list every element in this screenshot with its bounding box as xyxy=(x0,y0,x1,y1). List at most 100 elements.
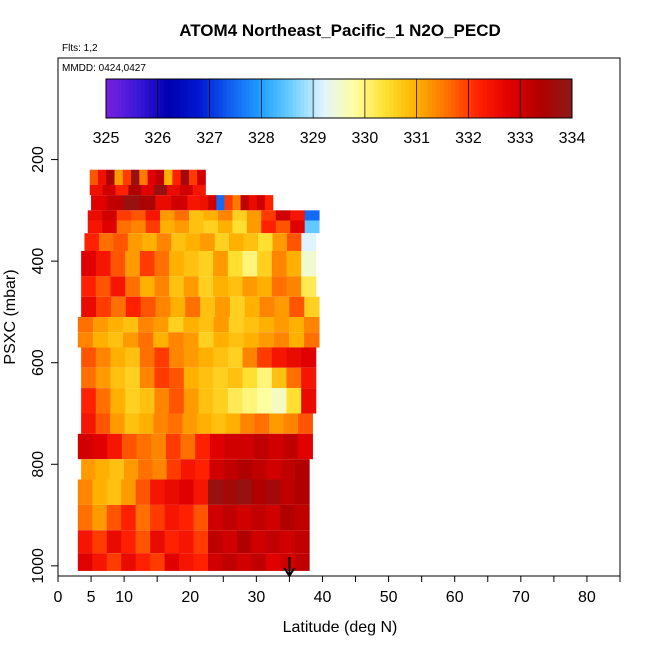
heatmap-cell xyxy=(77,479,93,505)
heatmap-cell xyxy=(167,413,183,434)
colorbar-segment xyxy=(385,79,390,118)
x-tick-label: 20 xyxy=(181,589,199,606)
heatmap-cell xyxy=(290,210,306,221)
x-axis-label: Latitude (deg N) xyxy=(283,619,398,636)
x-tick-label: 80 xyxy=(578,589,596,606)
heatmap-cell xyxy=(224,195,233,211)
colorbar-segment xyxy=(443,79,449,118)
heatmap-cell xyxy=(294,530,310,554)
heatmap-cell xyxy=(232,210,248,221)
colorbar-segment xyxy=(276,79,282,118)
heatmap-cell xyxy=(213,388,229,414)
heatmap-cell xyxy=(168,317,184,333)
heatmap-cell xyxy=(138,413,154,434)
heatmap-cell xyxy=(286,233,302,251)
heatmap-cell xyxy=(145,220,161,234)
heatmap-cells xyxy=(77,169,320,571)
colorbar-segment xyxy=(106,79,111,118)
x-tick-label: 5 xyxy=(87,589,96,606)
heatmap-cell xyxy=(240,413,256,434)
colorbar-tick-label: 325 xyxy=(93,130,120,147)
colorbar-tick-label: 329 xyxy=(300,130,327,147)
heatmap-cell xyxy=(123,195,140,211)
colorbar-segment xyxy=(490,79,495,118)
colorbar-segment xyxy=(358,79,363,118)
colorbar-segment xyxy=(556,79,561,118)
heatmap-cell xyxy=(227,388,243,414)
heatmap-cell xyxy=(232,220,248,234)
colorbar-segment xyxy=(377,79,383,118)
heatmap-cell xyxy=(240,195,250,211)
colorbar-segment xyxy=(513,79,519,118)
heatmap-cell xyxy=(208,530,223,554)
colorbar-segment xyxy=(401,79,406,118)
heatmap-cell xyxy=(228,332,245,348)
heatmap-cell xyxy=(77,332,94,348)
heatmap-cell xyxy=(198,347,214,368)
heatmap-cell xyxy=(123,317,139,333)
heatmap-cell xyxy=(304,210,320,221)
heatmap-cell xyxy=(232,195,241,211)
heatmap-cell xyxy=(258,332,275,348)
heatmap-cell xyxy=(95,347,111,368)
colorbar-segment xyxy=(156,79,161,118)
heatmap-cell xyxy=(122,169,132,185)
heatmap-cell xyxy=(223,459,239,480)
colorbar-segment xyxy=(315,79,321,118)
heatmap-cell xyxy=(121,553,137,571)
heatmap-cell xyxy=(164,504,180,531)
heatmap-cell xyxy=(138,332,154,348)
colorbar-segment xyxy=(463,79,468,118)
colorbar-segment xyxy=(249,79,255,118)
heatmap-cell xyxy=(131,169,140,185)
colorbar-segment xyxy=(152,79,157,118)
heatmap-cell xyxy=(150,504,166,531)
colorbar-segment xyxy=(327,79,332,118)
heatmap-cell xyxy=(253,433,269,460)
heatmap-cell xyxy=(81,276,97,297)
colorbar-segment xyxy=(261,79,266,118)
heatmap-cell xyxy=(127,233,143,251)
heatmap-cell xyxy=(131,210,146,221)
flights-subtitle: Flts: 1,2 xyxy=(62,43,98,54)
heatmap-cell xyxy=(179,479,194,505)
colorbar-segment xyxy=(455,79,460,118)
heatmap-cell xyxy=(294,553,310,571)
heatmap-cell xyxy=(301,388,317,414)
heatmap-cell xyxy=(151,433,167,460)
colorbar-segment xyxy=(253,79,258,118)
colorbar-tick-label: 333 xyxy=(507,130,534,147)
heatmap-cell xyxy=(200,195,209,211)
colorbar-segment xyxy=(265,79,270,118)
heatmap-cell xyxy=(257,347,273,368)
heatmap-cell xyxy=(272,233,288,251)
colorbar-segment xyxy=(436,79,441,118)
heatmap-cell xyxy=(169,388,185,414)
heatmap-cell xyxy=(171,195,188,211)
colorbar-segment xyxy=(311,79,317,118)
heatmap-cell xyxy=(242,250,258,277)
heatmap-cell xyxy=(138,459,153,480)
heatmap-cell xyxy=(203,220,219,234)
colorbar-segment xyxy=(296,79,301,118)
heatmap-cell xyxy=(135,530,151,554)
colorbar-tick-label: 330 xyxy=(352,130,379,147)
heatmap-cell xyxy=(209,433,225,460)
heatmap-cell xyxy=(135,553,151,571)
heatmap-cell xyxy=(198,367,214,389)
heatmap-cell xyxy=(142,233,158,251)
colorbar-segment xyxy=(168,79,173,118)
x-tick-label: 60 xyxy=(446,589,464,606)
heatmap-cell xyxy=(135,504,151,531)
heatmap-cell xyxy=(125,388,141,414)
heatmap-cell xyxy=(114,169,124,185)
colorbar-segment xyxy=(238,79,243,118)
heatmap-cell xyxy=(236,504,252,531)
heatmap-cell xyxy=(198,388,214,414)
heatmap-cell xyxy=(91,195,108,211)
heatmap-cell xyxy=(213,250,229,277)
colorbar-segment xyxy=(245,79,251,118)
heatmap-cell xyxy=(121,504,137,531)
heatmap-cell xyxy=(215,296,231,317)
